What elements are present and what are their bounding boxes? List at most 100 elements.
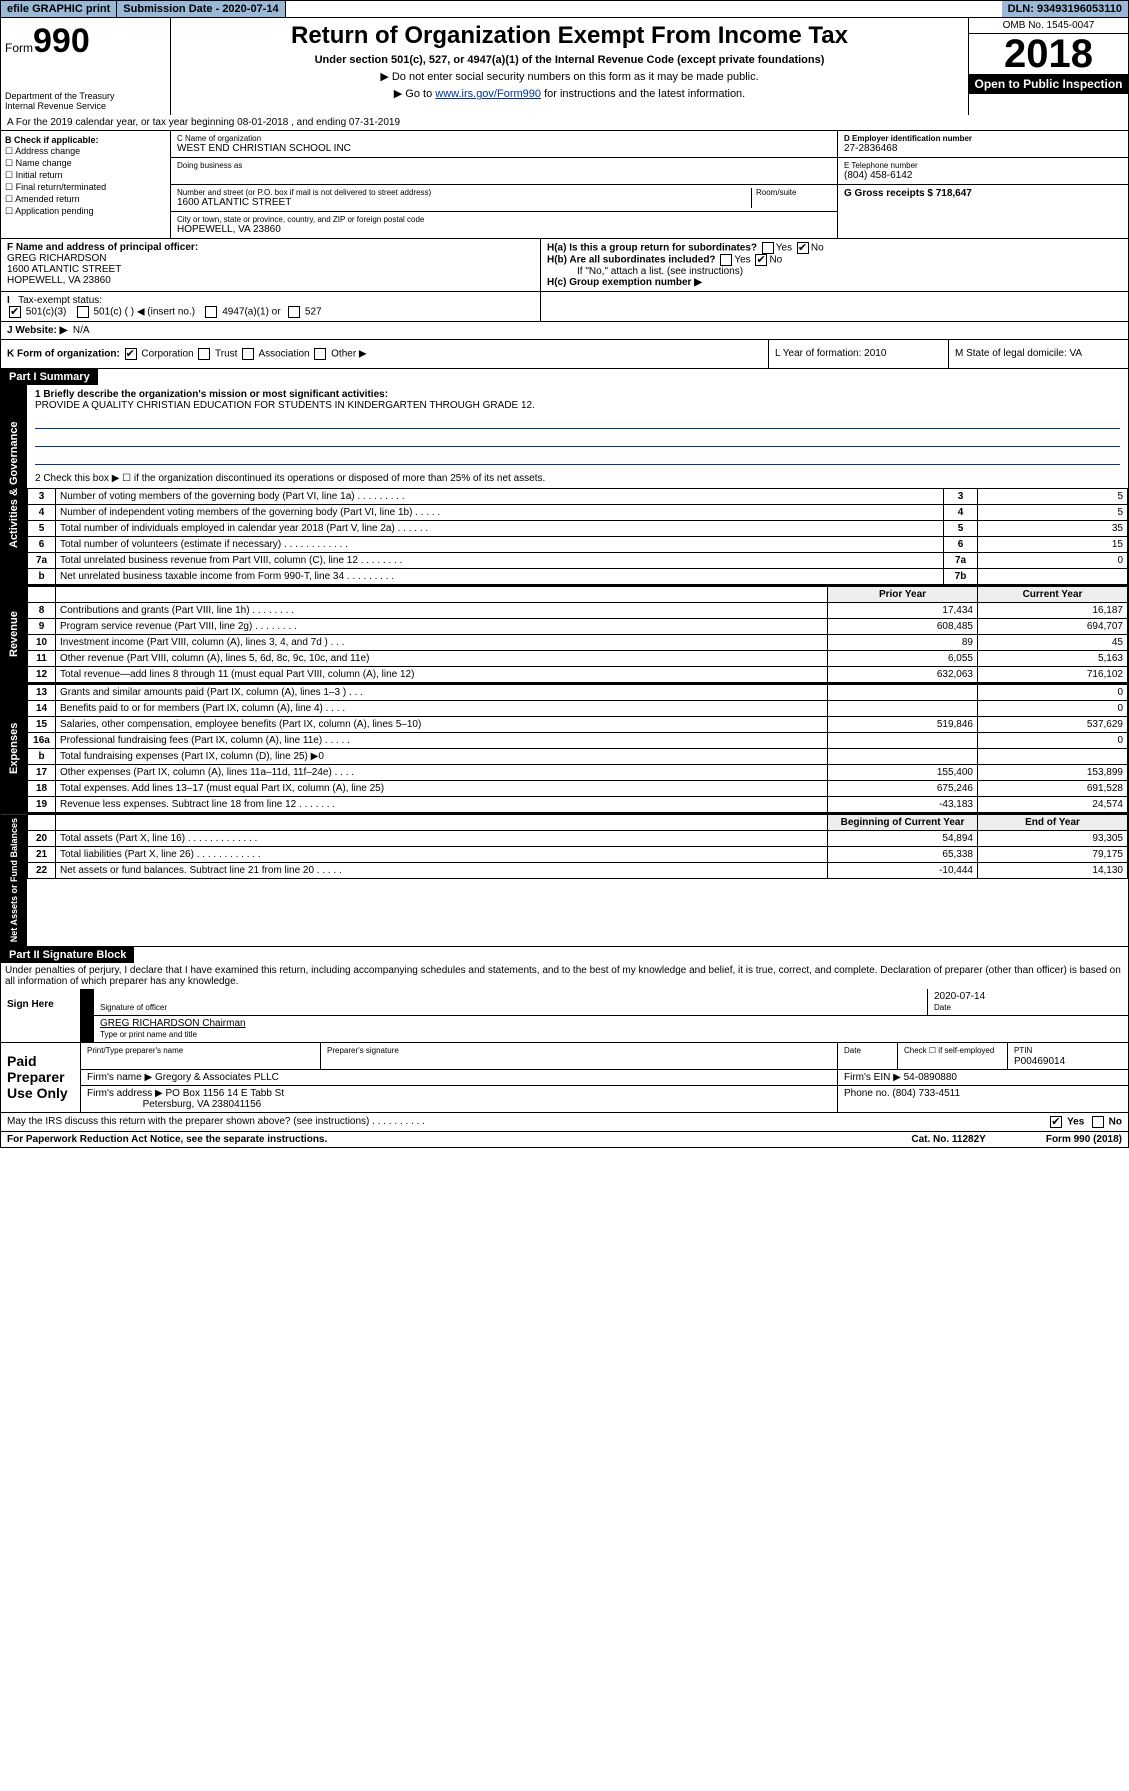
line-num: 8 [28, 603, 56, 619]
irs-link[interactable]: www.irs.gov/Form990 [435, 88, 541, 100]
officer-label: F Name and address of principal officer: [7, 242, 198, 253]
tax-year: 2018 [969, 34, 1128, 74]
chk-final-return[interactable]: ☐ Final return/terminated [5, 182, 166, 193]
prep-phone: (804) 733-4511 [892, 1088, 960, 1099]
footer: For Paperwork Reduction Act Notice, see … [0, 1132, 1129, 1148]
current-val: 0 [978, 701, 1128, 717]
section-fh: F Name and address of principal officer:… [0, 239, 1129, 292]
footer-cat: Cat. No. 11282Y [911, 1134, 985, 1145]
part1-expenses: Expenses 13 Grants and similar amounts p… [0, 684, 1129, 814]
chk-4947[interactable] [205, 306, 217, 318]
chk-address-change[interactable]: ☐ Address change [5, 146, 166, 157]
firm-city: Petersburg, VA 238041156 [143, 1099, 262, 1110]
line-num: 19 [28, 797, 56, 813]
discuss-yes[interactable] [1050, 1116, 1062, 1128]
prep-date-label: Date [844, 1046, 861, 1055]
chk-name-change[interactable]: ☐ Name change [5, 158, 166, 169]
perjury-text: Under penalties of perjury, I declare th… [0, 963, 1129, 989]
form-subtitle: Under section 501(c), 527, or 4947(a)(1)… [175, 54, 964, 66]
note2-post: for instructions and the latest informat… [541, 88, 745, 100]
firm-name-label: Firm's name ▶ [87, 1072, 152, 1083]
hb-no[interactable] [755, 254, 767, 266]
tax-status-row: I Tax-exempt status: 501(c)(3) 501(c) ( … [0, 292, 1129, 322]
line-desc: Salaries, other compensation, employee b… [56, 717, 828, 733]
box-c: C Name of organization WEST END CHRISTIA… [171, 131, 838, 238]
date-label: Date [934, 1003, 951, 1012]
section-bcd: B Check if applicable: ☐ Address change … [0, 131, 1129, 239]
chk-501c[interactable] [77, 306, 89, 318]
box-b: B Check if applicable: ☐ Address change … [1, 131, 171, 238]
chk-app-pending[interactable]: ☐ Application pending [5, 206, 166, 217]
chk-trust[interactable] [198, 348, 210, 360]
sign-here-label: Sign Here [1, 989, 81, 1042]
prior-val: 608,485 [828, 619, 978, 635]
ha-no[interactable] [797, 242, 809, 254]
chk-initial-return[interactable]: ☐ Initial return [5, 170, 166, 181]
current-val: 0 [978, 733, 1128, 749]
chk-527[interactable] [288, 306, 300, 318]
prior-val [828, 685, 978, 701]
current-val: 45 [978, 635, 1128, 651]
ein: 27-2836468 [844, 143, 1122, 154]
phone: (804) 458-6142 [844, 170, 1122, 181]
line-desc: Total number of volunteers (estimate if … [56, 537, 944, 553]
line-val [978, 569, 1128, 585]
ptin: P00469014 [1014, 1056, 1065, 1067]
dba-label: Doing business as [177, 161, 831, 170]
k-label: K Form of organization: [7, 349, 120, 360]
q2-label: 2 Check this box ▶ ☐ if the organization… [35, 473, 1120, 484]
org-city: HOPEWELL, VA 23860 [177, 224, 831, 235]
line-num: 15 [28, 717, 56, 733]
line-ref: 7b [944, 569, 978, 585]
org-name: WEST END CHRISTIAN SCHOOL INC [177, 143, 831, 154]
expenses-table: 13 Grants and similar amounts paid (Part… [27, 684, 1128, 813]
chk-501c3[interactable] [9, 306, 21, 318]
line-num: 12 [28, 667, 56, 683]
chk-amended[interactable]: ☐ Amended return [5, 194, 166, 205]
tax-status-label: Tax-exempt status: [18, 295, 102, 306]
line-val: 5 [978, 489, 1128, 505]
hb-yes[interactable] [720, 254, 732, 266]
ptin-label: PTIN [1014, 1046, 1032, 1055]
efile-print-button[interactable]: efile GRAPHIC print [1, 1, 117, 17]
line-num: 6 [28, 537, 56, 553]
website-val: N/A [73, 325, 90, 336]
state-domicile: M State of legal domicile: VA [948, 340, 1128, 368]
line-num: 20 [28, 831, 56, 847]
line-num: 17 [28, 765, 56, 781]
line-desc: Total revenue—add lines 8 through 11 (mu… [56, 667, 828, 683]
firm-ein: 54-0890880 [904, 1072, 957, 1083]
prior-val: 519,846 [828, 717, 978, 733]
line-num: 10 [28, 635, 56, 651]
prior-val [828, 749, 978, 765]
line-num: b [28, 749, 56, 765]
line-desc: Revenue less expenses. Subtract line 18 … [56, 797, 828, 813]
line-num: 11 [28, 651, 56, 667]
chk-other[interactable] [314, 348, 326, 360]
col-header: Beginning of Current Year [828, 815, 978, 831]
line-desc: Total unrelated business revenue from Pa… [56, 553, 944, 569]
self-employed-check[interactable]: Check ☐ if self-employed [904, 1046, 994, 1055]
line-val: 15 [978, 537, 1128, 553]
officer-type-label: Type or print name and title [100, 1030, 197, 1039]
form-header: Form990 Department of the Treasury Inter… [0, 18, 1129, 115]
line-desc: Net assets or fund balances. Subtract li… [56, 863, 828, 879]
prior-val [828, 733, 978, 749]
line-num: 3 [28, 489, 56, 505]
discuss-no[interactable] [1092, 1116, 1104, 1128]
sidebar-governance: Activities & Governance [1, 385, 27, 585]
submission-date: Submission Date - 2020-07-14 [117, 1, 285, 17]
current-val: 24,574 [978, 797, 1128, 813]
note2-pre: ▶ Go to [394, 88, 435, 100]
col-header: Current Year [978, 587, 1128, 603]
part2-header: Part II Signature Block [1, 947, 134, 963]
chk-corp[interactable] [125, 348, 137, 360]
row-a-tax-year: A For the 2019 calendar year, or tax yea… [0, 115, 1129, 131]
prep-name-label: Print/Type preparer's name [87, 1046, 183, 1055]
form-label: Form [5, 41, 33, 55]
ha-yes[interactable] [762, 242, 774, 254]
prior-val: 89 [828, 635, 978, 651]
chk-assoc[interactable] [242, 348, 254, 360]
line-num: 4 [28, 505, 56, 521]
firm-name: Gregory & Associates PLLC [155, 1072, 279, 1083]
